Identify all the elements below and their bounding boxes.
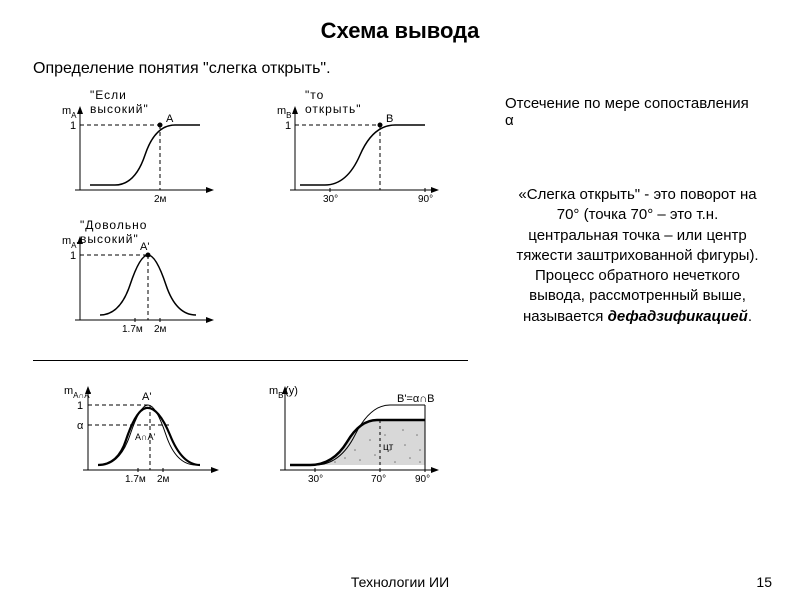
chart2-point-label: B (386, 113, 393, 125)
svg-text:mA: mA (62, 105, 77, 120)
expl-line2: (точка 70° – это т.н. центральная точка … (516, 206, 758, 264)
svg-text:mB: mB (277, 105, 292, 120)
chart1-ysub: A (71, 111, 77, 120)
page-number: 15 (756, 574, 772, 590)
chart4-ylabel: m (64, 385, 73, 397)
chart1-point-label: A (166, 113, 174, 125)
chart5-xtick3: 90° (415, 474, 430, 485)
explanation-text: «Слегка открыть" - это поворот на 70° (т… (510, 185, 765, 327)
chart1-curve (90, 125, 200, 185)
chart4-y1: 1 (77, 400, 83, 412)
chart5-top: (y) (285, 385, 298, 397)
defuzz-term: дефадзификацией (608, 308, 748, 325)
footer: Технологии ИИ (0, 574, 800, 590)
subtitle: Определение понятия "слегка открыть". (33, 60, 331, 78)
chart2-curve (300, 125, 425, 185)
chart5-xtick1: 30° (308, 474, 323, 485)
chart4-xtick1: 1.7м (125, 474, 146, 485)
chart4-inner-label: A∩A' (135, 432, 155, 442)
svg-text:mA': mA' (62, 235, 79, 250)
page-title: Схема вывода (0, 0, 800, 44)
chart1-ylabel: m (62, 105, 71, 117)
chart3-point-label: A' (140, 241, 149, 253)
chart5-xtick2: 70° (371, 474, 386, 485)
period: . (748, 308, 752, 325)
svg-text:mA∩A': mA∩A' (64, 385, 92, 400)
chart3-xtick2: 2м (154, 324, 167, 335)
chart4-point-label: A' (142, 391, 151, 403)
chart2-ylabel: m (277, 105, 286, 117)
chart4-xtick2: 2м (157, 474, 170, 485)
chart3-ysub: A' (71, 241, 78, 250)
chart4-ysub: A∩A' (73, 391, 91, 400)
chart3-y1: 1 (70, 250, 76, 262)
chart2-xtick2: 90° (418, 194, 433, 205)
chart3-ylabel: m (62, 235, 71, 247)
chart1-y1: 1 (70, 120, 76, 132)
clipping-note: Отсечение по мере сопоставления α (505, 95, 755, 129)
chart1-xtick: 2м (154, 194, 167, 205)
chart2-y1: 1 (285, 120, 291, 132)
chart5-inner-label: цт (383, 442, 394, 453)
chart2-xtick1: 30° (323, 194, 338, 205)
svg-text:mB'(y): mB'(y) (269, 385, 298, 400)
divider (33, 360, 468, 361)
chart4-alpha: α (77, 420, 84, 432)
chart2-ysub: B (286, 111, 291, 120)
chart5-right-label: B'=α∩B (397, 393, 434, 405)
chart3-xtick1: 1.7м (122, 324, 143, 335)
chart5-ylabel: m (269, 385, 278, 397)
